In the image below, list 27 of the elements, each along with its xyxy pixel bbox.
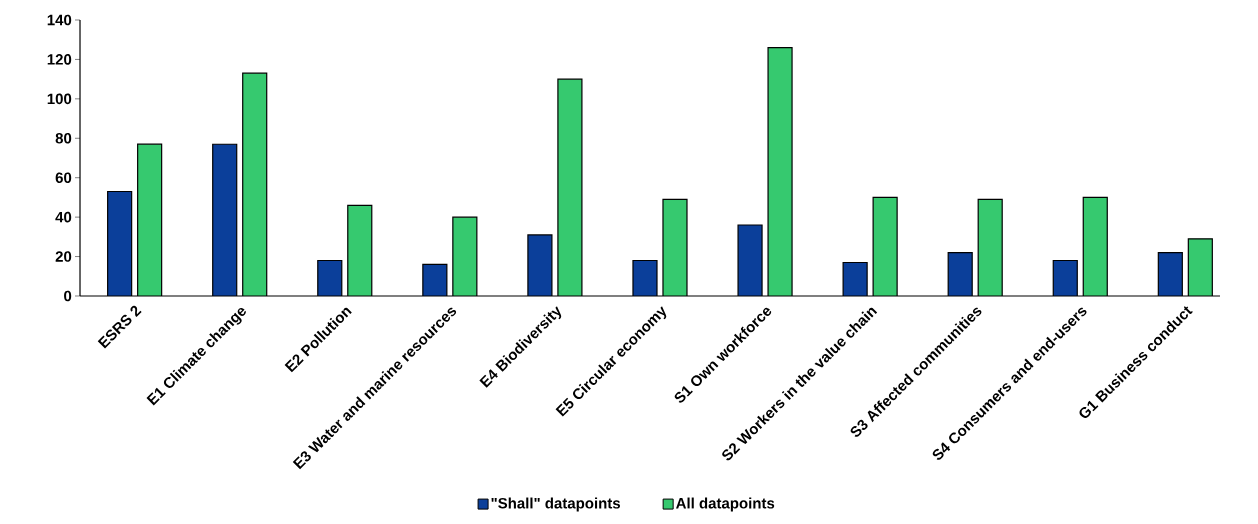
y-tick-label: 40	[55, 211, 72, 223]
bar	[212, 144, 237, 296]
legend-label: "Shall" datapoints	[491, 497, 621, 512]
bar	[873, 197, 898, 296]
y-tick-label: 100	[47, 93, 72, 105]
bar	[137, 144, 162, 296]
bar	[347, 205, 372, 296]
y-tick-label: 140	[47, 14, 72, 26]
bar	[1083, 197, 1108, 296]
y-tick-label: 0	[64, 290, 72, 302]
bar	[978, 199, 1003, 296]
legend-label: All datapoints	[676, 497, 775, 512]
y-tick-label: 60	[55, 172, 72, 184]
y-tick-label: 80	[55, 132, 72, 144]
bar	[452, 217, 477, 296]
bar	[1053, 260, 1078, 296]
bar	[557, 79, 582, 296]
bar	[948, 252, 973, 296]
bar	[1157, 252, 1183, 296]
bar	[662, 199, 687, 296]
y-tick-label: 120	[47, 54, 72, 65]
y-tick-label: 20	[55, 251, 72, 262]
bar	[768, 47, 793, 296]
bar	[107, 191, 132, 296]
bar	[317, 260, 342, 296]
bar	[1187, 238, 1213, 296]
bar	[242, 73, 267, 296]
